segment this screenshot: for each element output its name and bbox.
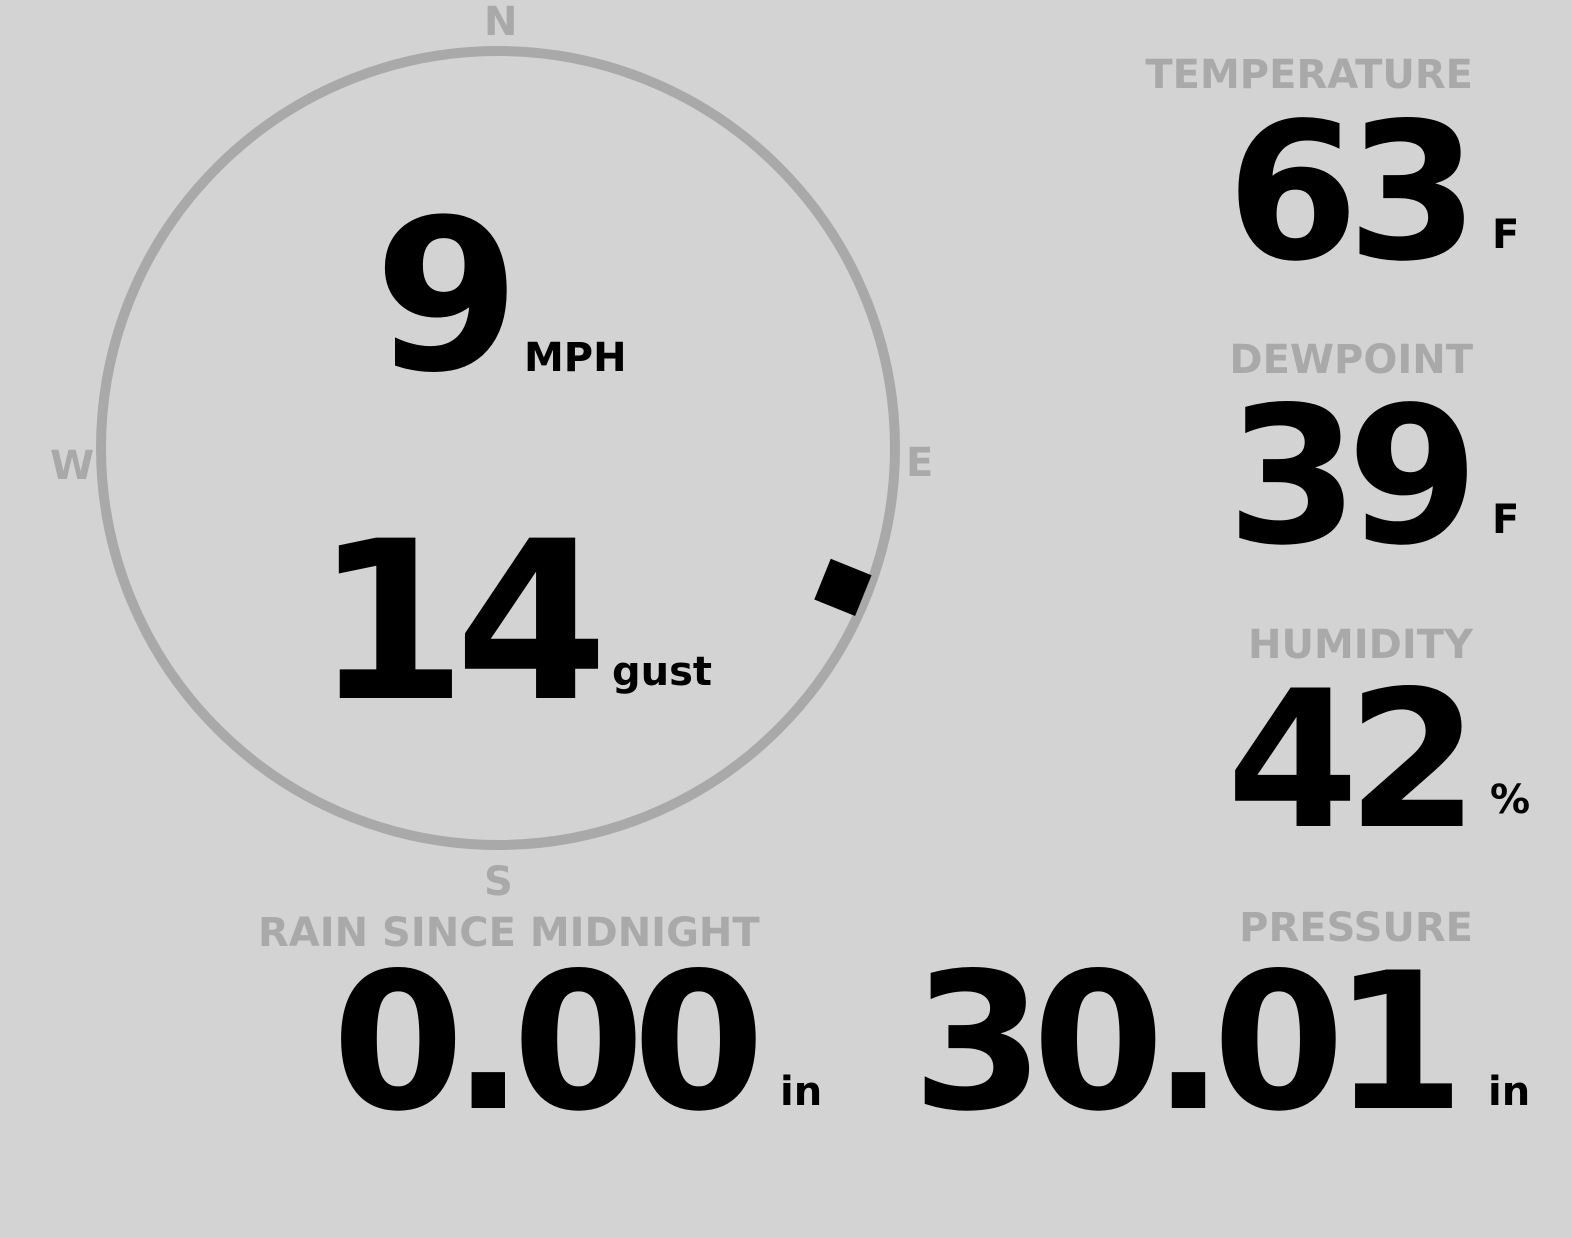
temperature-label: TEMPERATURE xyxy=(1145,52,1473,98)
compass-ring xyxy=(96,46,900,850)
humidity-unit: % xyxy=(1490,777,1531,823)
wind-speed: 9 xyxy=(374,174,520,419)
wind-gust-label: gust xyxy=(612,649,713,695)
dewpoint-label: DEWPOINT xyxy=(1229,337,1473,383)
wind-direction-marker xyxy=(814,558,872,616)
compass-west: W xyxy=(50,443,95,489)
rain-label: RAIN SINCE MIDNIGHT xyxy=(258,910,760,956)
wind-speed-unit: MPH xyxy=(524,335,627,381)
rain-value: 0.00 xyxy=(332,932,765,1153)
temperature-unit: F xyxy=(1492,212,1520,258)
dewpoint-value: 39 xyxy=(1226,366,1479,587)
compass-east: E xyxy=(906,440,934,486)
humidity-value: 42 xyxy=(1226,650,1479,871)
pressure-label: PRESSURE xyxy=(1239,905,1473,951)
pressure-value: 30.01 xyxy=(912,932,1465,1153)
compass-north: N xyxy=(484,0,518,45)
wind-gust: 14 xyxy=(314,494,608,750)
temperature-value: 63 xyxy=(1226,82,1479,303)
rain-unit: in xyxy=(780,1069,823,1115)
pressure-unit: in xyxy=(1488,1069,1531,1115)
compass-south: S xyxy=(484,859,513,905)
dewpoint-unit: F xyxy=(1492,497,1520,543)
humidity-label: HUMIDITY xyxy=(1248,622,1473,668)
